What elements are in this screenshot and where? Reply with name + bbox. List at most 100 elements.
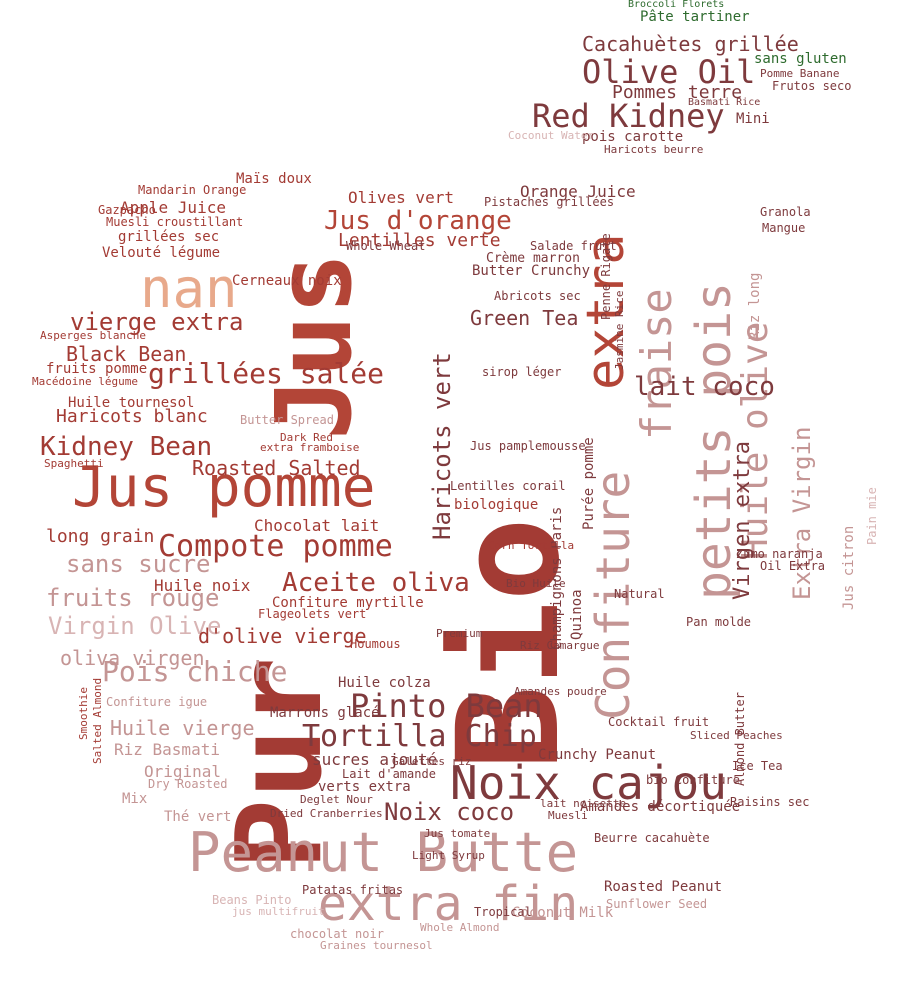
- word-riz-long: Riz long: [747, 272, 763, 340]
- word-mangue: Mangue: [762, 221, 806, 235]
- word-compote-pomme: Compote pomme: [158, 529, 393, 564]
- word-haricots-vert: Haricots vert: [428, 352, 456, 540]
- word-muesli-croustillant: Muesli croustillant: [106, 215, 244, 229]
- word-dolive-vierge: d'olive vierge: [198, 624, 367, 648]
- word-grillees-salee: grillées salée: [148, 357, 385, 390]
- word-butter-spread: Butter Spread: [240, 413, 334, 427]
- word-vierge-extra: vierge extra: [70, 308, 244, 336]
- word-oliva-virgen: oliva virgen: [60, 646, 205, 670]
- word-cerneaux-noix: Cerneaux noix: [232, 273, 342, 289]
- word-verts-extra: verts extra: [318, 779, 411, 795]
- word-virgin-olive: Virgin Olive: [48, 612, 222, 640]
- word-salted-almond: Salted Almond: [91, 677, 104, 764]
- word-the-vert: Thé vert: [164, 809, 232, 825]
- word-frutos-seco: Frutos seco: [772, 79, 852, 93]
- word-pois-chiche: Pois chiche: [102, 655, 288, 688]
- word-riz-camargue: Riz Camargue: [520, 639, 600, 652]
- word-quinoa: Quinoa: [569, 589, 585, 640]
- word-puree-pomme: Purée pomme: [581, 437, 597, 530]
- word-jus-tomate: Jus tomate: [424, 827, 491, 840]
- word-pain-mie: Pain mie: [865, 487, 879, 545]
- word-haricots-beurre: Haricots beurre: [604, 143, 704, 156]
- word-granola: Granola: [760, 205, 811, 219]
- word-chocolat-noir: chocolat noir: [290, 927, 384, 941]
- word-gazpacho: Gazpacho: [98, 203, 156, 217]
- word-pois-carotte: pois carotte: [582, 129, 684, 145]
- word-broccoli-florets: Broccoli Florets: [628, 0, 725, 10]
- word-biologique: biologique: [454, 497, 539, 513]
- word-haricots-blanc: Haricots blanc: [56, 406, 208, 427]
- word-premium: Premium: [436, 627, 483, 640]
- word-corn-tortilla: Corn Tortilla: [488, 539, 575, 552]
- word-pistaches-grillees: Pistaches grillées: [484, 195, 615, 209]
- word-light-syrup: Light Syrup: [412, 849, 485, 862]
- word-penne-rigate: Penne Rigate: [599, 233, 613, 320]
- word-sucres-ajoute: sucres ajouté: [312, 750, 438, 769]
- word-asperges-blanche: Asperges blanche: [40, 329, 146, 342]
- word-zumo-naranja: Zumo naranja: [736, 547, 823, 561]
- word-lait-damande: Lait d'amande: [342, 767, 436, 781]
- word-olive-oil: Olive Oil: [582, 53, 756, 91]
- word-extra-virgin: Extra Virgin: [788, 426, 816, 600]
- word-mais-doux: Maïs doux: [236, 171, 312, 187]
- word-jus-pamplemousse: Jus pamplemousse: [470, 439, 586, 453]
- word-red-kidney: Red Kidney: [532, 97, 725, 135]
- word-pommes-terre: Pommes terre: [612, 82, 743, 103]
- word-noix-coco: Noix coco: [384, 798, 515, 826]
- word-coconut-milk: Coconut Milk: [512, 905, 614, 921]
- word-original: Original: [144, 762, 222, 781]
- word-orange-juice: Orange Juice: [520, 182, 636, 201]
- word-huile-tournesol: Huile tournesol: [68, 395, 195, 411]
- word-green-tea: Green Tea: [470, 306, 579, 330]
- word-fraise: fraise: [632, 288, 681, 440]
- word-riz-basmati: Riz Basmati: [114, 740, 220, 759]
- word-coconut-water: Coconut Water: [508, 129, 595, 142]
- word-confiture-igue: Confiture igue: [106, 695, 208, 709]
- word-lentilles-corail: Lentilles corail: [450, 479, 566, 493]
- word-black-bean: Black Bean: [66, 342, 187, 366]
- word-cocktail-fruit: Cocktail fruit: [608, 715, 710, 729]
- word-jus-multifruit: jus multifruit: [232, 905, 325, 918]
- word-tortilla-chip: Tortilla Chip: [302, 719, 537, 754]
- word-creme-marron: Crème marron: [486, 251, 580, 266]
- word-butter-crunchy: Butter Crunchy: [472, 263, 591, 279]
- word-sliced-peaches: Sliced Peaches: [690, 729, 783, 742]
- word-crunchy-peanut: Crunchy Peanut: [538, 747, 657, 763]
- word-extra-framboise: extra framboise: [260, 441, 360, 454]
- word-jus-citron: Jus citron: [841, 525, 857, 610]
- word-patatas-fritas: Patatas fritas: [302, 883, 404, 897]
- word-lait-coco: lait coco: [634, 372, 775, 402]
- word-bio-huile: Bio Huile: [506, 577, 566, 590]
- word-dried-cranberries: Dried Cranberries: [270, 807, 383, 820]
- word-cacahuetes-grillee: Cacahuètes grillée: [582, 32, 799, 56]
- word-pate-tartiner: Pâte tartiner: [640, 9, 750, 25]
- word-huile-colza: Huile colza: [338, 675, 431, 691]
- word-salade-fruit: Salade fruit: [530, 239, 617, 253]
- word-extra-fin: extra fin: [318, 876, 579, 932]
- word-mini: Mini: [736, 111, 770, 127]
- word-apple-juice: Apple Juice: [120, 198, 226, 217]
- word-spaghetti: Spaghetti: [44, 457, 104, 470]
- word-amandes-poudre: Amandes poudre: [514, 685, 607, 698]
- word-confiture-myrtille: Confiture myrtille: [272, 595, 424, 611]
- word-jus-dorange: Jus d'orange: [324, 206, 512, 236]
- word-beans-pinto: Beans Pinto: [212, 893, 292, 907]
- word-whole-almond: Whole Almond: [420, 921, 500, 934]
- word-dry-roasted: Dry Roasted: [148, 777, 228, 791]
- word-huile-noix: Huile noix: [154, 576, 251, 595]
- word-abricots-sec: Abricots sec: [494, 289, 581, 303]
- word-mix: Mix: [122, 791, 148, 807]
- word-roasted-salted: Roasted Salted: [192, 456, 361, 480]
- word-sunflower-seed: Sunflower Seed: [606, 897, 708, 911]
- word-roasted-peanut: Roasted Peanut: [604, 879, 723, 895]
- word-muesli: Muesli: [548, 809, 588, 822]
- word-deglet-nour: Deglet Nour: [300, 793, 373, 806]
- word-noix-cajou: Noix cajou: [450, 756, 727, 810]
- word-sirop-leger: sirop léger: [482, 365, 562, 379]
- word-houmous: Houmous: [350, 637, 401, 651]
- word-jasmine-rice: Jasmine Rice: [613, 290, 626, 370]
- word-bio-confiture: bio Confiture: [646, 773, 740, 787]
- word-flageolets-vert: Flageolets vert: [258, 607, 367, 621]
- word-olives-vert: Olives vert: [348, 188, 454, 207]
